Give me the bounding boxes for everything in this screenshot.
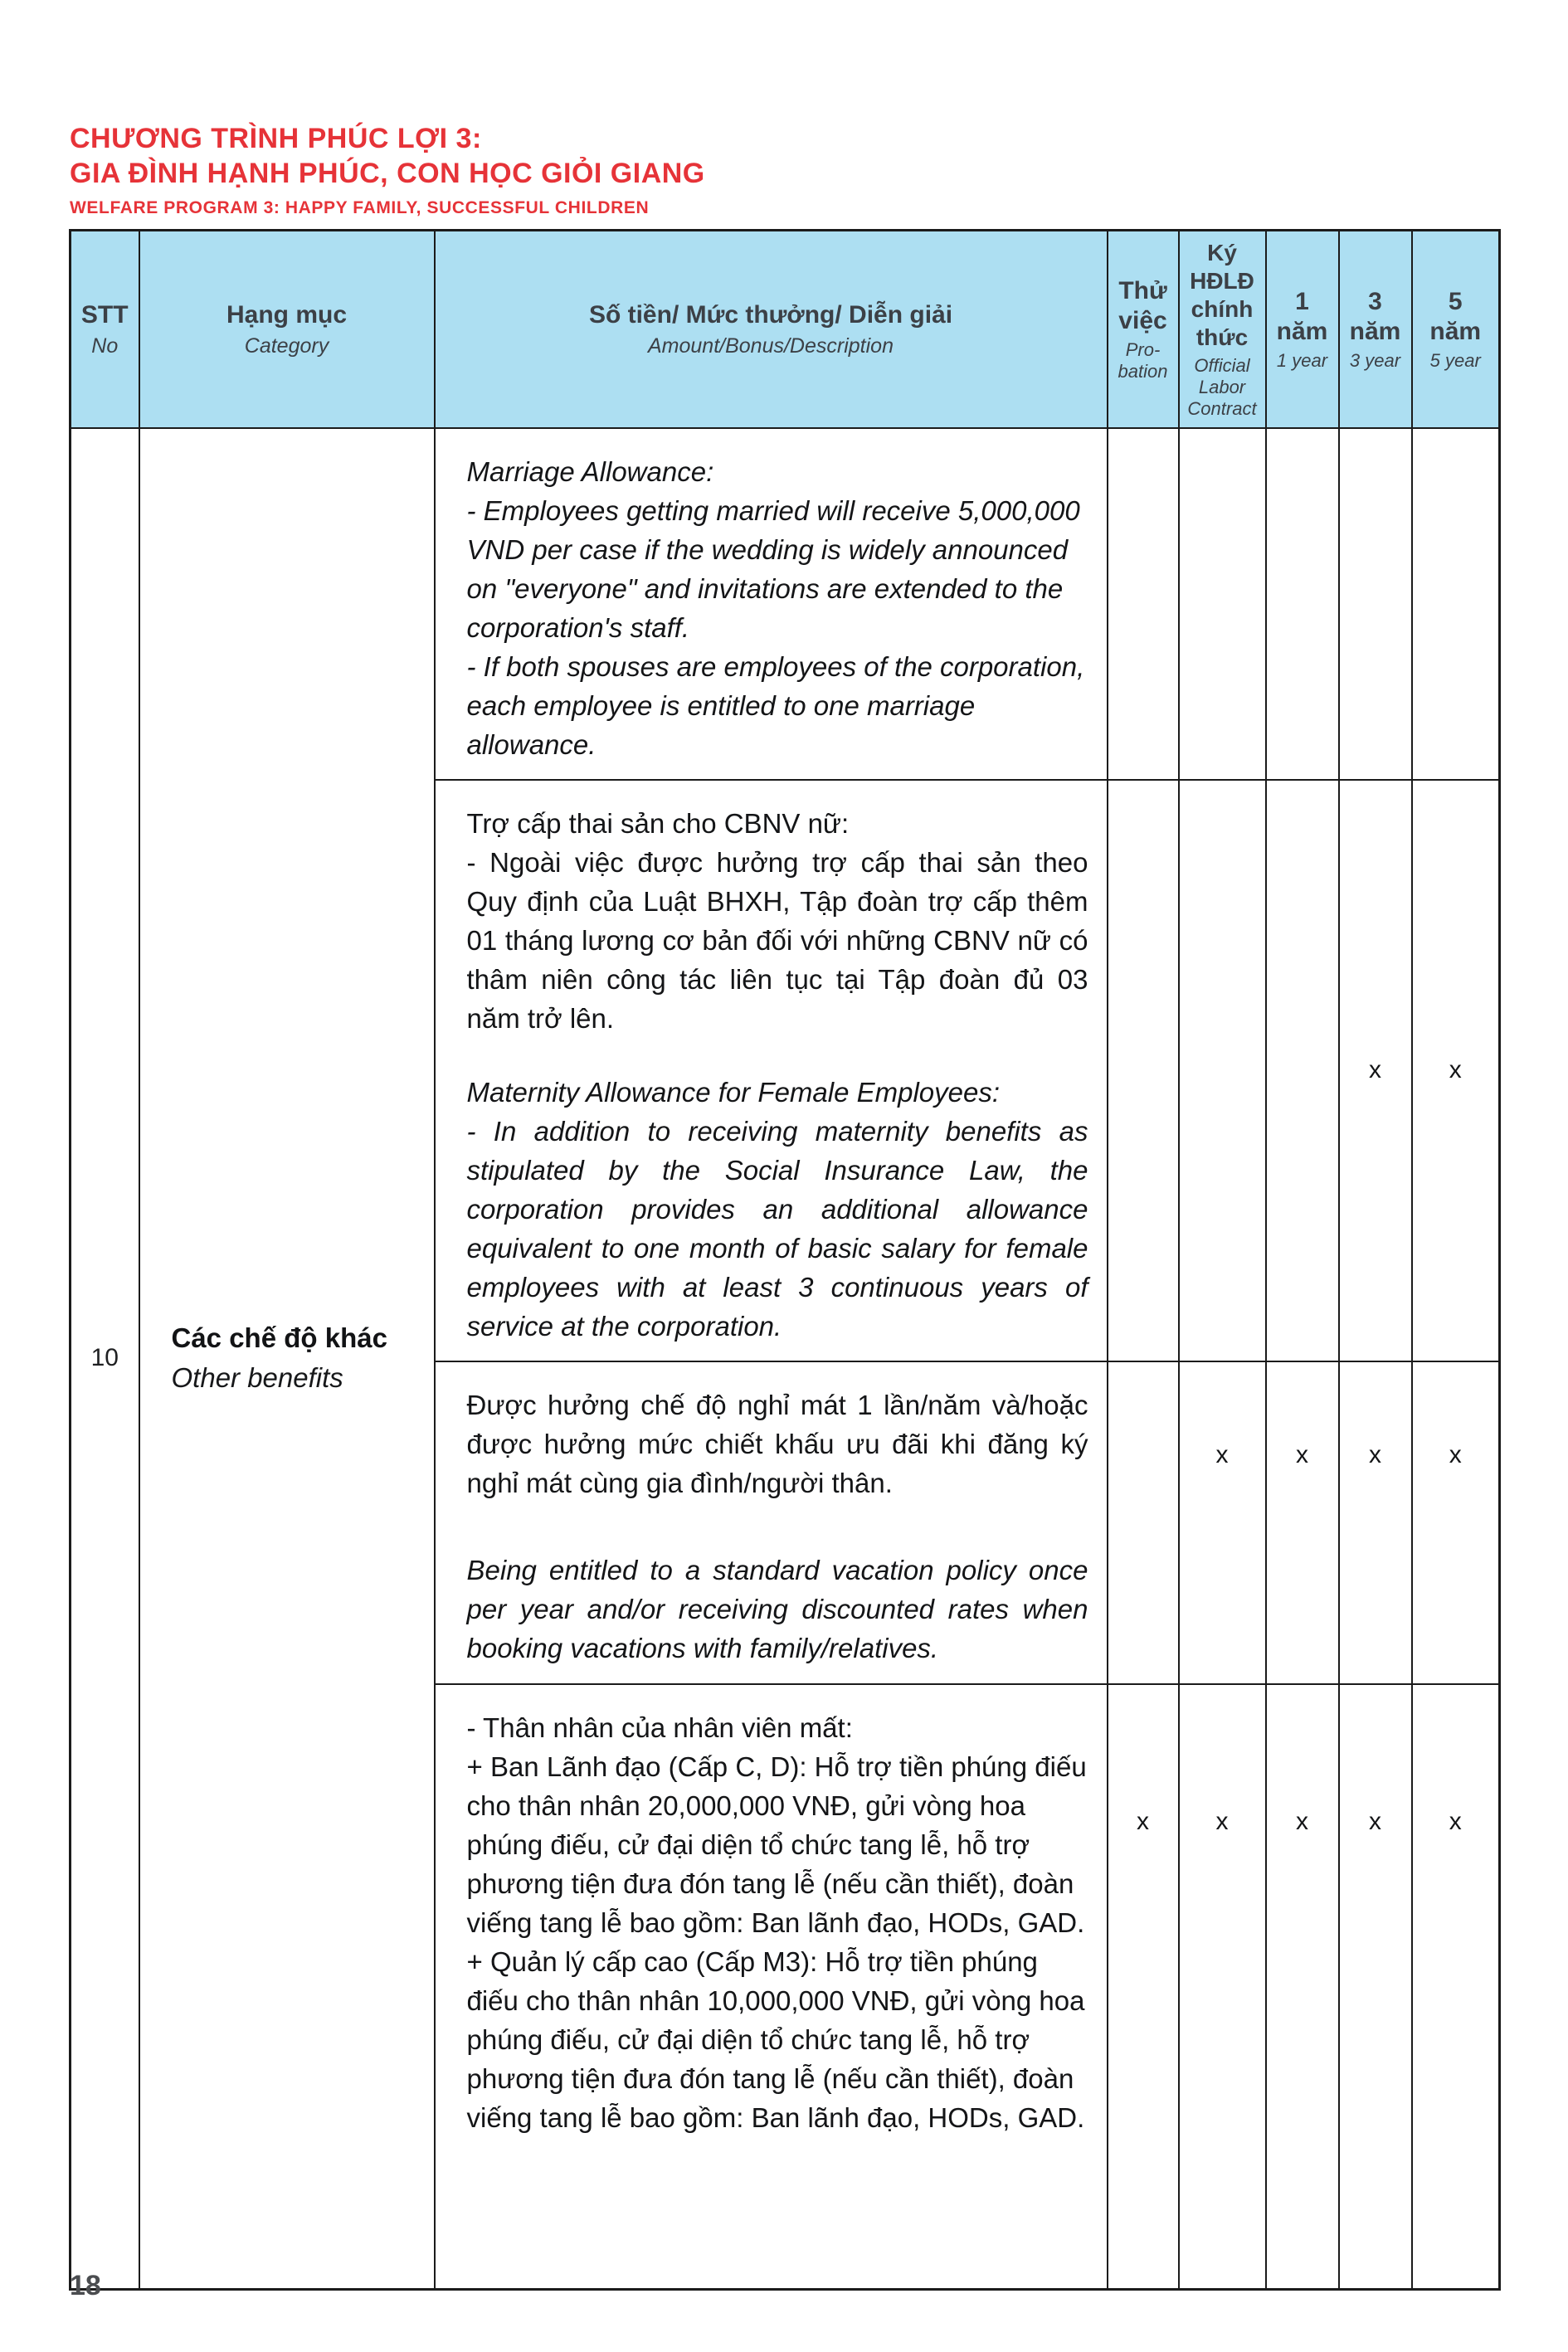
check-cell-contract: x bbox=[1177, 1360, 1267, 1685]
description-cell: - Thân nhân của nhân viên mất: + Ban Lãn… bbox=[433, 1682, 1108, 2291]
col-header-3-year-vi: 3 năm bbox=[1349, 287, 1401, 345]
col-header-contract-vi: Ký HĐLĐ chính thức bbox=[1190, 239, 1254, 350]
check-cell-5-year: x bbox=[1410, 1682, 1501, 2291]
col-header-description-en: Amount/Bonus/Description bbox=[648, 334, 894, 358]
description-text-en: Marriage Allowance: - Employees getting … bbox=[466, 455, 1085, 760]
check-cell-probation bbox=[1106, 426, 1180, 781]
col-header-1-year-en: 1 year bbox=[1276, 349, 1328, 371]
description-cell: Marriage Allowance: - Employees getting … bbox=[433, 426, 1108, 781]
category-label-vi: Các chế độ khác bbox=[171, 1322, 387, 1354]
col-header-3-year-en: 3 year bbox=[1349, 349, 1401, 371]
check-cell-5-year: x bbox=[1410, 1360, 1501, 1685]
table-row-maternity: Trợ cấp thai sản cho CBNV nữ: - Ngoài vi… bbox=[71, 778, 1501, 1362]
col-header-5-year-en: 5 year bbox=[1429, 349, 1481, 371]
col-header-contract: Ký HĐLĐ chính thức Official Labor Contra… bbox=[1177, 229, 1267, 429]
check-cell-1-year bbox=[1264, 778, 1340, 1362]
col-header-description: Số tiền/ Mức thưởng/ Diễn giải Amount/Bo… bbox=[433, 229, 1108, 429]
check-cell-3-year: x bbox=[1337, 1682, 1413, 2291]
col-header-1-year: 1 năm 1 year bbox=[1264, 229, 1340, 429]
col-header-category: Hạng mục Category bbox=[138, 229, 436, 429]
description-text-vi: Trợ cấp thai sản cho CBNV nữ: - Ngoài vi… bbox=[466, 807, 1088, 1034]
col-header-category-vi: Hạng mục bbox=[226, 300, 348, 329]
check-cell-contract: x bbox=[1177, 1682, 1267, 2291]
program-title-en: WELFARE PROGRAM 3: HAPPY FAMILY, SUCCESS… bbox=[70, 198, 650, 217]
check-cell-3-year bbox=[1337, 426, 1413, 781]
col-header-stt: STT No bbox=[69, 229, 140, 429]
check-cell-1-year bbox=[1264, 426, 1340, 781]
check-cell-probation bbox=[1106, 1360, 1180, 1685]
program-title-vi-line1: CHƯƠNG TRÌNH PHÚC LỢI 3: bbox=[70, 123, 482, 154]
col-header-1-year-vi: 1 năm bbox=[1276, 287, 1328, 345]
description-cell: Trợ cấp thai sản cho CBNV nữ: - Ngoài vi… bbox=[433, 778, 1108, 1362]
col-header-stt-vi: STT bbox=[80, 300, 129, 329]
col-header-stt-en: No bbox=[91, 334, 119, 358]
page-number: 18 bbox=[70, 2270, 101, 2301]
description-text-vi: Được hưởng chế độ nghỉ mát 1 lần/năm và/… bbox=[466, 1389, 1088, 1498]
col-header-5-year-vi: 5 năm bbox=[1429, 287, 1482, 345]
category-cell: Các chế độ khác Other benefits bbox=[138, 426, 436, 2291]
col-header-contract-en: Official Labor Contract bbox=[1187, 354, 1257, 419]
row-number-cell: 10 bbox=[69, 426, 140, 2291]
check-cell-3-year: x bbox=[1337, 778, 1413, 1362]
benefits-table: STT No Hạng mục Category Số tiền/ Mức th… bbox=[69, 229, 1501, 2291]
category-label-en: Other benefits bbox=[171, 1362, 343, 1394]
check-cell-1-year: x bbox=[1264, 1682, 1340, 2291]
table-row-marriage: 10 Các chế độ khác Other benefits Marria… bbox=[69, 426, 1501, 2291]
check-cell-5-year: x bbox=[1410, 778, 1501, 1362]
col-header-5-year: 5 năm 5 year bbox=[1410, 229, 1501, 429]
col-header-category-en: Category bbox=[244, 334, 329, 358]
table-row-vacation: Được hưởng chế độ nghỉ mát 1 lần/năm và/… bbox=[71, 1360, 1501, 1685]
check-cell-probation bbox=[1106, 778, 1180, 1362]
description-cell: Được hưởng chế độ nghỉ mát 1 lần/năm và/… bbox=[433, 1360, 1108, 1685]
description-text-en: Maternity Allowance for Female Employees… bbox=[466, 1076, 1088, 1342]
document-header: CHƯƠNG TRÌNH PHÚC LỢI 3: GIA ĐÌNH HẠNH P… bbox=[70, 121, 705, 219]
col-header-probation-en: Pro- bation bbox=[1118, 338, 1168, 382]
col-header-probation-vi: Thử việc bbox=[1118, 276, 1167, 334]
check-cell-1-year: x bbox=[1264, 1360, 1340, 1685]
description-text-en: Being entitled to a standard vacation po… bbox=[466, 1554, 1088, 1663]
program-title-vi-line2: GIA ĐÌNH HẠNH PHÚC, CON HỌC GIỎI GIANG bbox=[70, 158, 705, 189]
description-text-vi: - Thân nhân của nhân viên mất: + Ban Lãn… bbox=[466, 1712, 1087, 2133]
col-header-3-year: 3 năm 3 year bbox=[1337, 229, 1413, 429]
check-cell-probation: x bbox=[1106, 1682, 1180, 2291]
col-header-description-vi: Số tiền/ Mức thưởng/ Diễn giải bbox=[588, 300, 953, 329]
check-cell-3-year: x bbox=[1337, 1360, 1413, 1685]
check-cell-contract bbox=[1177, 778, 1267, 1362]
table-row-funeral: - Thân nhân của nhân viên mất: + Ban Lãn… bbox=[71, 1682, 1501, 2291]
col-header-probation: Thử việc Pro- bation bbox=[1106, 229, 1180, 429]
check-cell-5-year bbox=[1410, 426, 1501, 781]
check-cell-contract bbox=[1177, 426, 1267, 781]
table-header-row: STT No Hạng mục Category Số tiền/ Mức th… bbox=[69, 229, 1501, 429]
